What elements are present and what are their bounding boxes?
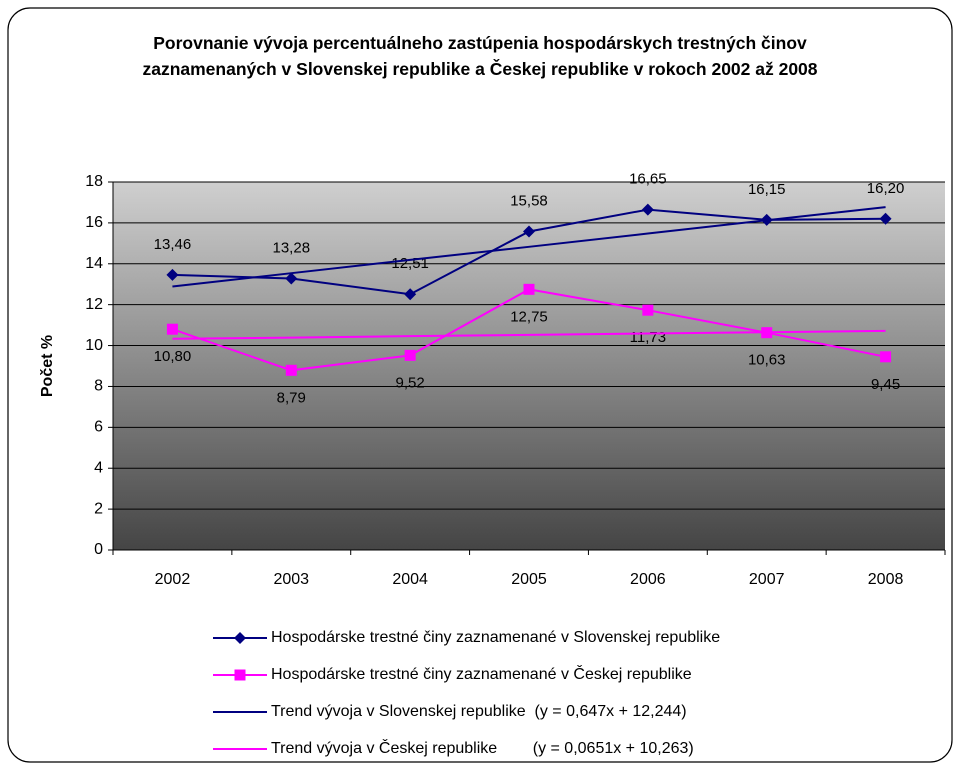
trend-line <box>172 206 886 288</box>
data-label: 13,46 <box>154 236 192 253</box>
y-tick-label: 10 <box>85 337 103 354</box>
point-marker <box>166 268 179 281</box>
point-marker <box>641 203 654 216</box>
y-tick-label: 14 <box>85 255 103 272</box>
point-marker <box>879 212 892 225</box>
x-tick-label: 2004 <box>392 571 428 588</box>
x-tick-label: 2007 <box>749 571 785 588</box>
y-tick-label: 18 <box>85 173 103 190</box>
x-tick-label: 2006 <box>630 571 666 588</box>
y-tick-label: 12 <box>85 296 103 313</box>
data-label: 10,63 <box>748 352 786 369</box>
data-label: 9,45 <box>871 376 900 393</box>
y-axis-label: Počet % <box>39 335 56 397</box>
x-tick-label: 2002 <box>155 571 191 588</box>
data-label: 9,52 <box>396 374 425 391</box>
data-label: 8,79 <box>277 389 306 406</box>
data-label: 10,80 <box>154 348 192 365</box>
y-tick-label: 4 <box>94 459 103 476</box>
point-marker <box>234 669 246 681</box>
data-label: 16,20 <box>867 180 905 197</box>
y-tick-label: 16 <box>85 214 103 231</box>
data-label: 11,73 <box>630 329 666 346</box>
data-label: 16,65 <box>629 171 667 188</box>
point-marker <box>642 304 654 316</box>
trend-line <box>172 329 886 340</box>
legend-label: Trend vývoja v Slovenskej republike (y =… <box>271 703 687 720</box>
y-tick-label: 8 <box>94 378 103 395</box>
legend-label: Hospodárske trestné činy zaznamenané v Č… <box>271 664 692 683</box>
point-marker <box>285 364 297 376</box>
point-marker <box>523 283 535 295</box>
data-label: 16,15 <box>748 181 786 198</box>
legend-label: Hospodárske trestné činy zaznamenané v S… <box>271 629 720 646</box>
x-tick-label: 2005 <box>511 571 547 588</box>
chart-title: Porovnanie vývoja percentuálneho zastúpe… <box>142 33 818 79</box>
y-tick-label: 6 <box>94 419 103 436</box>
point-marker <box>404 288 417 301</box>
point-marker <box>234 632 246 644</box>
plot-area <box>113 182 945 550</box>
legend-label: Trend vývoja v Českej republike (y = 0,0… <box>271 738 694 757</box>
point-marker <box>523 225 535 238</box>
y-tick-label: 2 <box>94 500 103 517</box>
data-label: 13,28 <box>273 239 311 256</box>
point-marker <box>880 351 892 363</box>
x-tick-label: 2003 <box>273 571 309 588</box>
point-marker <box>166 323 178 335</box>
x-tick-label: 2008 <box>868 571 904 588</box>
data-label: 15,58 <box>510 192 548 209</box>
y-tick-label: 0 <box>94 541 103 558</box>
data-label: 12,75 <box>510 308 548 325</box>
point-marker <box>285 272 298 285</box>
point-marker <box>404 349 416 361</box>
